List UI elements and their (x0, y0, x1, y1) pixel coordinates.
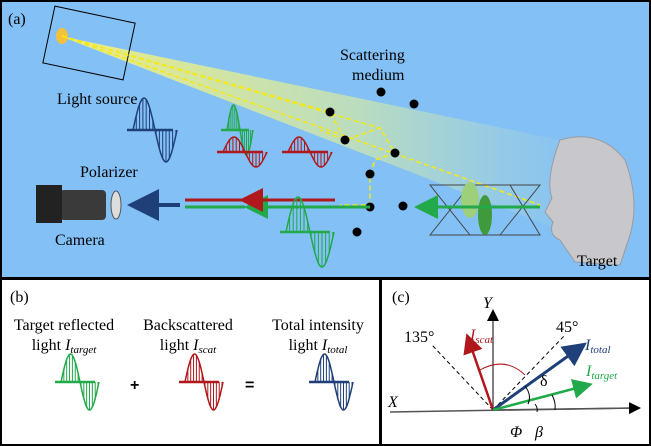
polarizer-label: Polarizer (80, 164, 138, 181)
plus: + (130, 377, 139, 394)
equals: = (245, 377, 254, 394)
panel-c (381, 279, 650, 445)
term-text: light (289, 337, 322, 354)
term-subscript: target (70, 344, 97, 356)
term-text: light (32, 337, 65, 354)
phi-label: Φ (510, 424, 522, 441)
medium-label: medium (352, 67, 405, 84)
beta-label: β (534, 424, 543, 441)
panel-label: (a) (8, 11, 26, 28)
source-label: Light source (57, 91, 137, 108)
term-line1: Target reflected (14, 317, 114, 334)
term-subscript: scat (198, 344, 217, 356)
term-line1: Backscattered (143, 317, 233, 334)
term-subscript: total (327, 344, 347, 356)
term-text: light (160, 337, 193, 354)
x-label: X (387, 394, 399, 411)
angle-label: 135° (404, 329, 434, 346)
figure: (a) Scattering medium Light source Polar… (0, 0, 651, 446)
panel-label: (b) (10, 289, 29, 306)
delta-label: δ (540, 373, 548, 390)
angle-label: 45° (556, 319, 578, 336)
medium-label: Scattering (340, 47, 405, 64)
camera-label: Camera (55, 232, 105, 249)
target-label: Target (577, 253, 618, 270)
term-line1: Total intensity (272, 317, 364, 334)
panel-label: (c) (392, 289, 410, 306)
